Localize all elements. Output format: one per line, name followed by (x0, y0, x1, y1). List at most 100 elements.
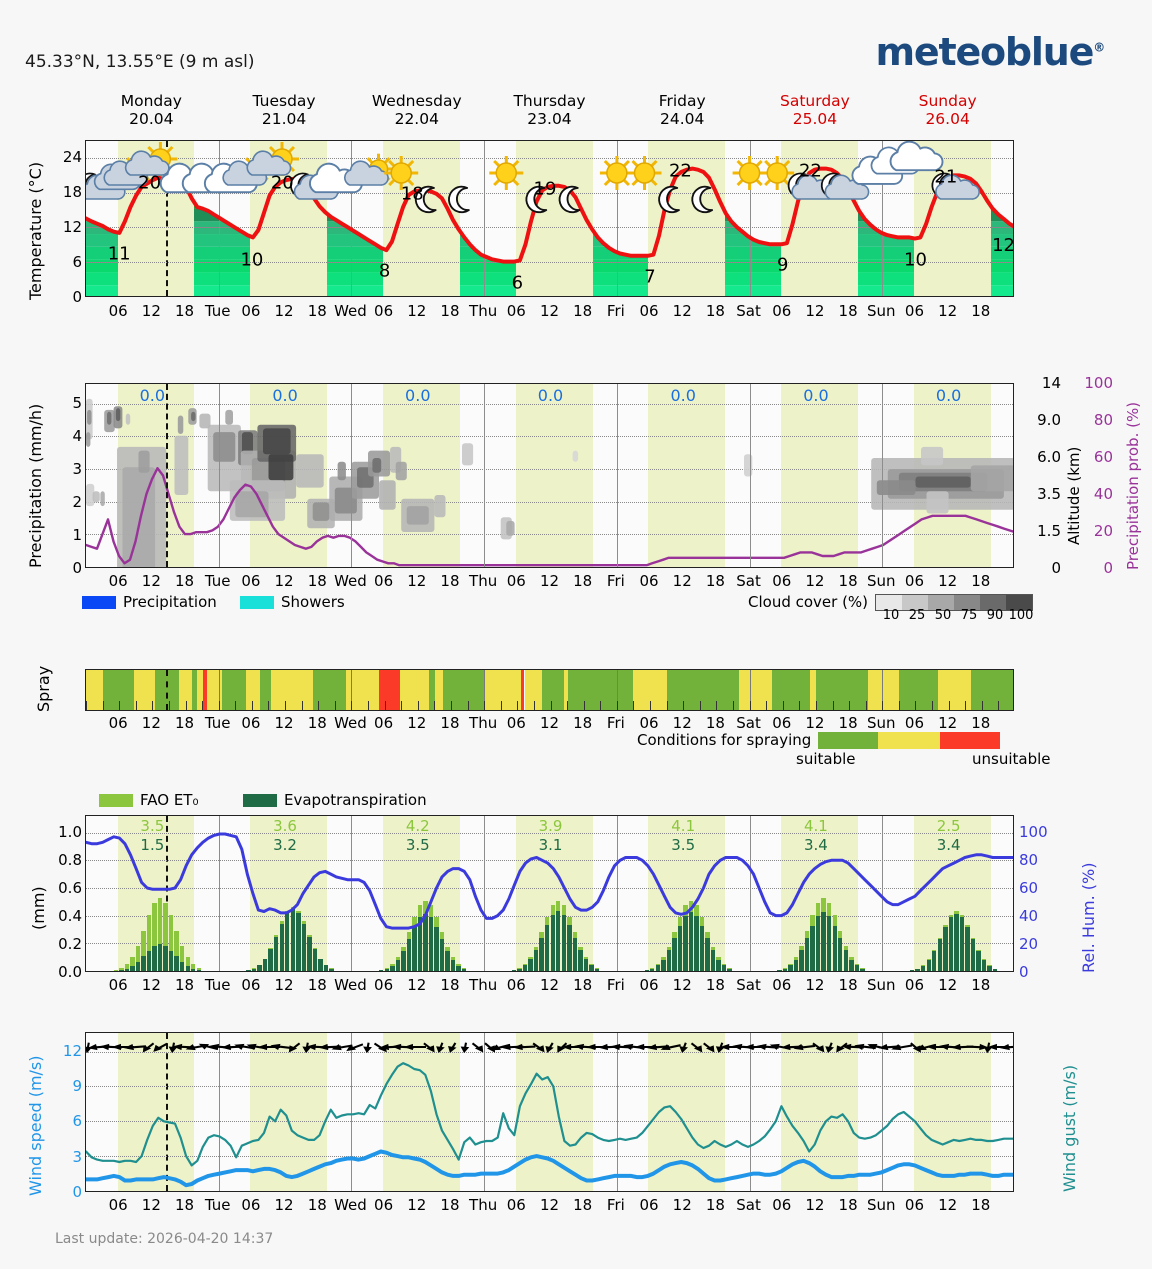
x-tick-label: 18 (705, 976, 725, 994)
precip-prob-tick-label: 80 (1093, 411, 1113, 429)
x-tick-label: 06 (241, 976, 261, 994)
wind-arrow (460, 1042, 470, 1054)
x-tick-label: 06 (772, 572, 792, 590)
y-tick-label: 0.4 (58, 906, 82, 925)
cloud-patch (921, 446, 944, 466)
fao-et0-daily-total: 4.1 (803, 817, 828, 835)
moon-icon (525, 185, 548, 214)
spray-tick (119, 701, 121, 710)
x-tick-label: Sun (867, 1196, 896, 1214)
day-separator (484, 1033, 486, 1191)
relative-humidity-line (86, 832, 1013, 930)
spray-tick (782, 701, 784, 710)
cloud-patch (434, 495, 446, 518)
spray-moderate-swatch (878, 731, 941, 749)
evapotranspiration-bar (666, 950, 672, 971)
legend-showers: Showers (240, 593, 345, 611)
precipitation-daily-total: 0.0 (537, 386, 564, 405)
spray-legend-title: Conditions for spraying (637, 731, 812, 749)
moon-icon (691, 185, 714, 214)
y-tick-label: 0 (72, 288, 82, 306)
moon-icon (658, 185, 680, 214)
evapotranspiration-daily-total: 3.5 (405, 836, 430, 854)
day-separator (484, 141, 486, 296)
day-date: 21.04 (261, 110, 307, 128)
wind-arrow (363, 1042, 372, 1054)
evapotranspiration-bar (948, 917, 954, 971)
x-tick-label: 18 (573, 572, 593, 590)
day-separator (351, 1033, 353, 1191)
x-tick-label: Sun (867, 976, 896, 994)
moon-icon (448, 185, 470, 214)
x-tick-label: 06 (904, 1196, 924, 1214)
wind-gust-axis-title: Wind gust (m/s) (1060, 1064, 1079, 1192)
evapotranspiration-bar (180, 961, 185, 971)
spray-tick (268, 701, 270, 710)
daylight-band (515, 141, 593, 296)
spray-unsuitable-label: unsuitable (972, 750, 1051, 768)
x-tick-label: 18 (174, 1196, 195, 1214)
x-tick-label: 06 (108, 1196, 128, 1214)
spray-tick (401, 701, 403, 710)
evapotranspiration-bar (932, 950, 937, 971)
evapotranspiration-bar (826, 915, 832, 971)
spray-condition-cell (435, 670, 443, 710)
cloud-patch (334, 487, 357, 514)
spray-condition-cell (206, 670, 223, 710)
fao-et0-bar (180, 945, 185, 971)
spray-tick (898, 701, 900, 710)
y-tick-label: 5 (72, 393, 82, 412)
spray-axis-title: Spray (34, 665, 53, 712)
gridline (86, 943, 1013, 945)
evapotranspiration-bar (141, 956, 146, 971)
x-tick-label: 06 (506, 1196, 526, 1214)
cloud-icon (246, 150, 292, 176)
day-separator (749, 816, 751, 971)
evapotranspiration-bar (395, 959, 401, 971)
daylight-band (117, 1033, 195, 1191)
meteoblue-logo[interactable]: meteoblue® (876, 30, 1106, 74)
evapotranspiration-bar (246, 970, 251, 971)
x-tick-label: 18 (440, 976, 460, 994)
day-separator (218, 1033, 220, 1191)
spray-condition-cell (246, 670, 260, 710)
x-tick-label: 18 (705, 572, 725, 590)
evapotranspiration-daily-total: 3.5 (671, 836, 696, 854)
cloud-patch (86, 483, 95, 507)
temperature-daily-min: 10 (240, 249, 264, 271)
wind-arrow (966, 1043, 989, 1051)
x-tick-label: 18 (174, 302, 195, 320)
cloud-patch (199, 413, 211, 429)
x-tick-label: 12 (672, 572, 692, 590)
x-tick-label: 06 (241, 302, 261, 320)
precip-prob-tick-label: 60 (1093, 448, 1113, 466)
altitude-tick-label: 9.0 (1037, 411, 1061, 429)
day-separator (484, 816, 486, 971)
y-tick-label: 18 (62, 183, 82, 202)
cloud-patch (296, 454, 324, 488)
wind-arrow (513, 1043, 536, 1051)
fao-et0-bar (146, 914, 152, 971)
spray-condition-cell (400, 670, 429, 710)
x-tick-label: 18 (307, 572, 327, 590)
fao-et0-daily-total: 3.5 (140, 817, 165, 835)
legend-precipitation: Precipitation (82, 593, 217, 611)
spray-condition-cell (970, 670, 1013, 710)
fao-et0-bar (135, 945, 141, 971)
legend-evapotranspiration: Evapotranspiration (243, 791, 427, 809)
cloud-cover-scale-ticks: 10 25 50 75 90 100 (878, 608, 1038, 626)
spray-tick (932, 701, 934, 710)
wind-arrow (142, 1042, 155, 1053)
fao-et0-swatch (99, 793, 133, 807)
spray-condition-cell (192, 670, 198, 710)
x-tick-label: 18 (971, 572, 991, 590)
cloud-ramp-step (1006, 594, 1033, 610)
evapotranspiration-bar (157, 944, 163, 971)
evapotranspiration-legend-label: Evapotranspiration (284, 791, 427, 809)
day-separator (882, 816, 884, 971)
x-tick-label: Wed (334, 976, 367, 994)
spray-tick (849, 701, 851, 710)
x-tick-label: 06 (374, 302, 394, 320)
evapotranspiration-bar (130, 965, 135, 971)
cloud-patch (86, 432, 91, 447)
